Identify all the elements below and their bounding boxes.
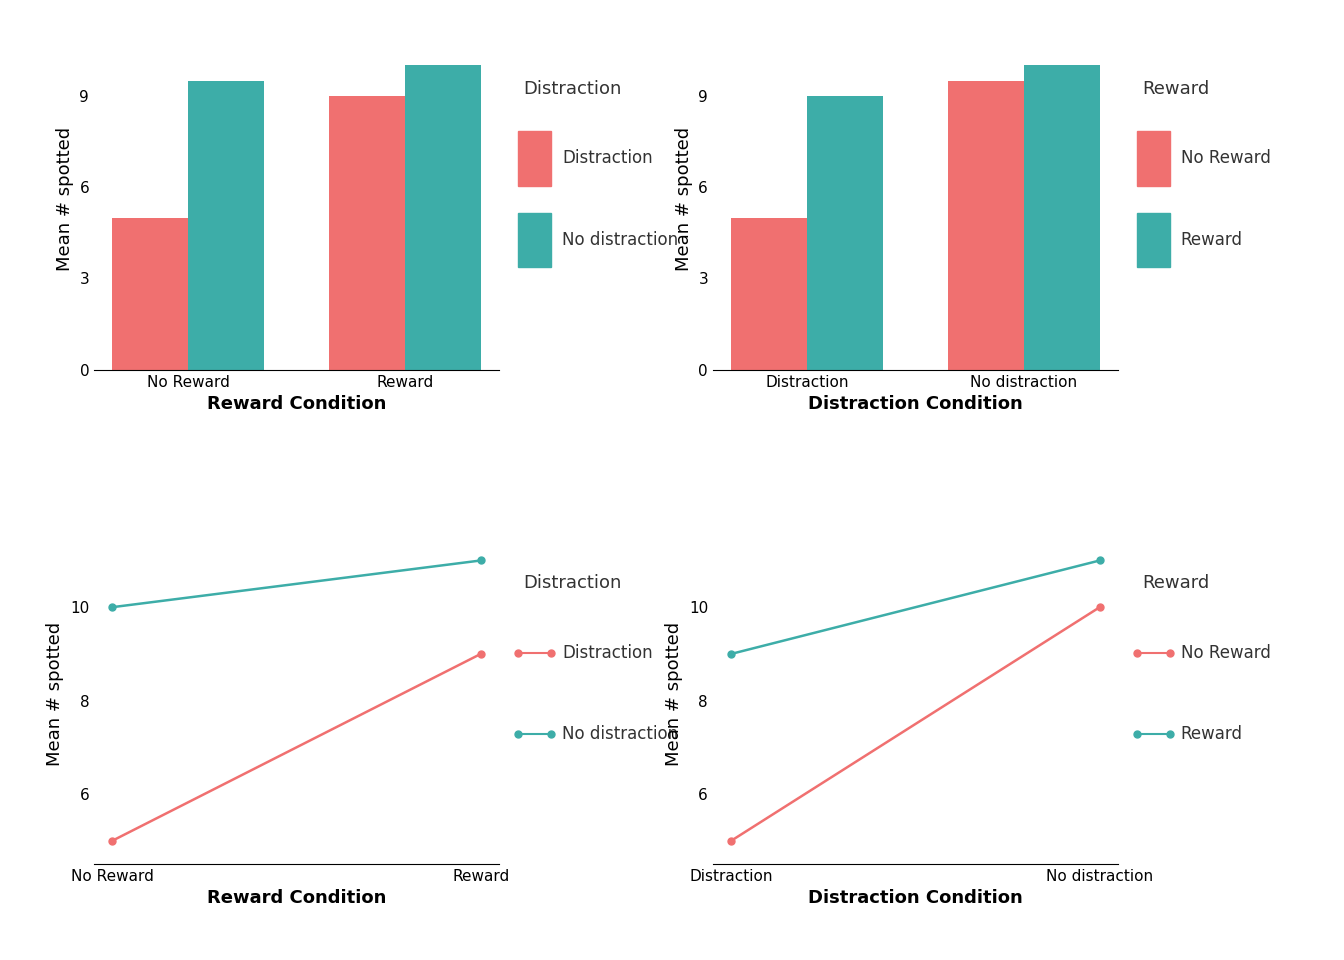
Text: No distraction: No distraction [562,726,679,743]
Text: Distraction: Distraction [562,150,653,167]
Y-axis label: Mean # spotted: Mean # spotted [47,621,65,766]
Bar [188,81,265,370]
Bar [1137,132,1169,185]
Y-axis label: Mean # spotted: Mean # spotted [675,127,692,272]
Bar [1024,65,1099,370]
Text: Reward: Reward [1181,231,1243,250]
Text: Reward: Reward [1142,80,1210,98]
X-axis label: Distraction Condition: Distraction Condition [808,396,1023,413]
Text: No distraction: No distraction [562,231,679,250]
Y-axis label: Mean # spotted: Mean # spotted [56,127,74,272]
X-axis label: Reward Condition: Reward Condition [207,889,386,907]
Bar [1137,213,1169,268]
Text: Distraction: Distraction [523,574,622,592]
Bar [113,218,188,370]
Y-axis label: Mean # spotted: Mean # spotted [665,621,683,766]
Bar [329,96,405,370]
Bar [517,213,551,268]
Bar [517,132,551,185]
Text: Distraction: Distraction [562,643,653,661]
Bar [731,218,808,370]
Bar [948,81,1024,370]
X-axis label: Distraction Condition: Distraction Condition [808,889,1023,907]
Bar [808,96,883,370]
X-axis label: Reward Condition: Reward Condition [207,396,386,413]
Text: No Reward: No Reward [1181,150,1270,167]
Text: Distraction: Distraction [523,80,622,98]
Text: Reward: Reward [1181,726,1243,743]
Text: No Reward: No Reward [1181,643,1270,661]
Bar [405,65,481,370]
Text: Reward: Reward [1142,574,1210,592]
